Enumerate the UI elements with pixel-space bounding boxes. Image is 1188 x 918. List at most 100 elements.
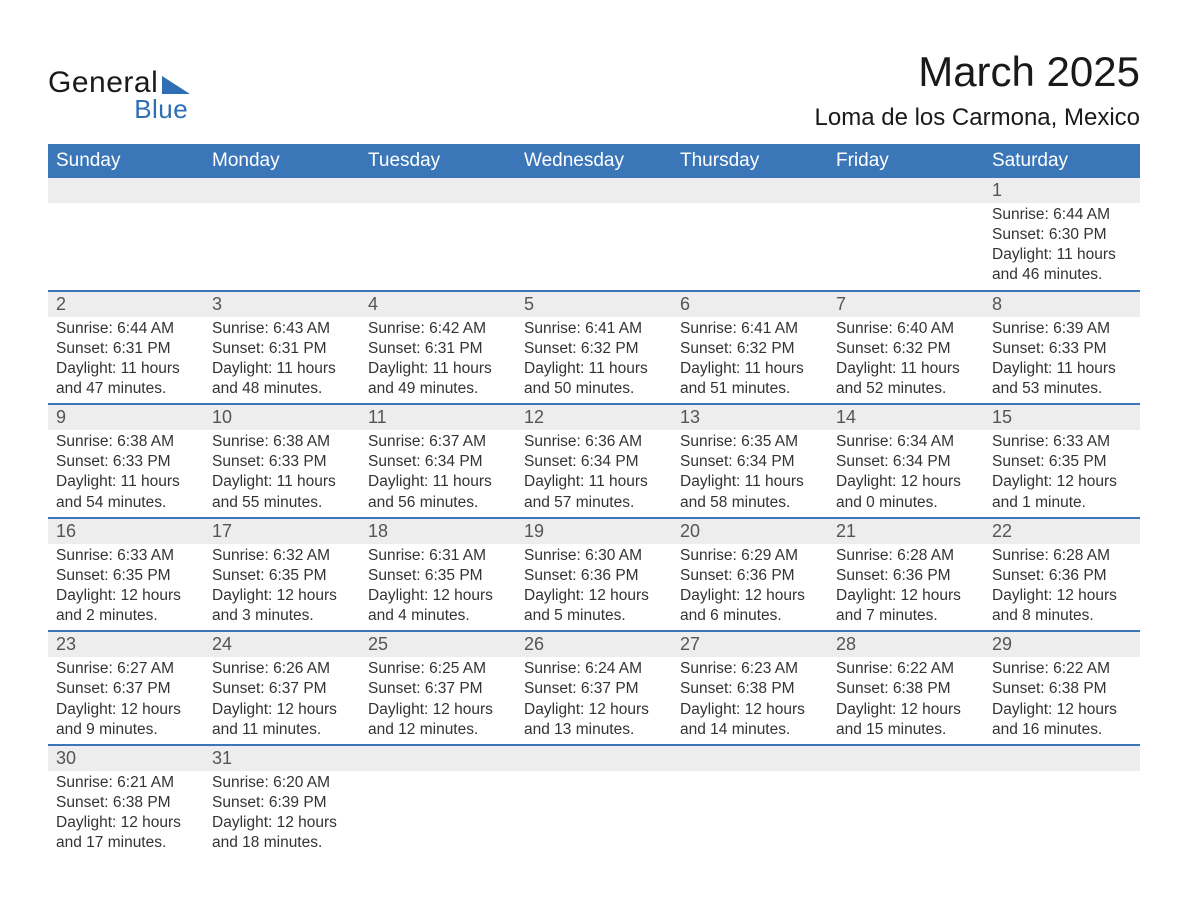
calendar-cell: 5Sunrise: 6:41 AMSunset: 6:32 PMDaylight… [516,291,672,405]
calendar-cell [204,178,360,291]
day-content: Sunrise: 6:27 AMSunset: 6:37 PMDaylight:… [48,657,204,744]
sunrise-line: Sunrise: 6:21 AM [56,773,196,793]
daylight-line: Daylight: 11 hours and 47 minutes. [56,359,196,399]
sunset-line: Sunset: 6:37 PM [524,679,664,699]
calendar-cell: 6Sunrise: 6:41 AMSunset: 6:32 PMDaylight… [672,291,828,405]
daylight-line: Daylight: 11 hours and 50 minutes. [524,359,664,399]
calendar-cell: 10Sunrise: 6:38 AMSunset: 6:33 PMDayligh… [204,404,360,518]
calendar-cell: 24Sunrise: 6:26 AMSunset: 6:37 PMDayligh… [204,631,360,745]
day-number: 13 [672,405,828,430]
sunrise-line: Sunrise: 6:41 AM [524,319,664,339]
day-number: 6 [672,292,828,317]
day-header: Sunday [48,144,204,178]
sunset-line: Sunset: 6:33 PM [212,452,352,472]
calendar-cell [48,178,204,291]
sunset-line: Sunset: 6:35 PM [368,566,508,586]
day-content: Sunrise: 6:33 AMSunset: 6:35 PMDaylight:… [48,544,204,631]
day-number: 15 [984,405,1140,430]
day-number: 26 [516,632,672,657]
calendar-cell: 1Sunrise: 6:44 AMSunset: 6:30 PMDaylight… [984,178,1140,291]
day-number: 2 [48,292,204,317]
day-number: 14 [828,405,984,430]
day-content: Sunrise: 6:26 AMSunset: 6:37 PMDaylight:… [204,657,360,744]
day-content: Sunrise: 6:38 AMSunset: 6:33 PMDaylight:… [48,430,204,517]
calendar-week-row: 2Sunrise: 6:44 AMSunset: 6:31 PMDaylight… [48,291,1140,405]
month-title: March 2025 [815,48,1140,96]
day-number: 19 [516,519,672,544]
sunrise-line: Sunrise: 6:43 AM [212,319,352,339]
daylight-line: Daylight: 12 hours and 11 minutes. [212,700,352,740]
sunset-line: Sunset: 6:36 PM [680,566,820,586]
sunset-line: Sunset: 6:30 PM [992,225,1132,245]
location-subtitle: Loma de los Carmona, Mexico [815,104,1140,132]
sunset-line: Sunset: 6:38 PM [680,679,820,699]
daylight-line: Daylight: 12 hours and 1 minute. [992,472,1132,512]
sunrise-line: Sunrise: 6:38 AM [56,432,196,452]
day-number: 11 [360,405,516,430]
day-content: Sunrise: 6:21 AMSunset: 6:38 PMDaylight:… [48,771,204,858]
calendar-cell: 30Sunrise: 6:21 AMSunset: 6:38 PMDayligh… [48,745,204,858]
sunrise-line: Sunrise: 6:34 AM [836,432,976,452]
title-block: March 2025 Loma de los Carmona, Mexico [815,48,1140,132]
calendar-cell [516,178,672,291]
day-content [516,771,672,849]
day-content [672,203,828,281]
daylight-line: Daylight: 11 hours and 46 minutes. [992,245,1132,285]
sunrise-line: Sunrise: 6:28 AM [992,546,1132,566]
day-number: 4 [360,292,516,317]
calendar-cell: 11Sunrise: 6:37 AMSunset: 6:34 PMDayligh… [360,404,516,518]
daylight-line: Daylight: 12 hours and 17 minutes. [56,813,196,853]
day-content: Sunrise: 6:31 AMSunset: 6:35 PMDaylight:… [360,544,516,631]
sunrise-line: Sunrise: 6:31 AM [368,546,508,566]
daylight-line: Daylight: 11 hours and 55 minutes. [212,472,352,512]
day-number [672,178,828,203]
calendar-cell: 4Sunrise: 6:42 AMSunset: 6:31 PMDaylight… [360,291,516,405]
sunrise-line: Sunrise: 6:41 AM [680,319,820,339]
day-content: Sunrise: 6:22 AMSunset: 6:38 PMDaylight:… [828,657,984,744]
day-content [48,203,204,281]
daylight-line: Daylight: 12 hours and 12 minutes. [368,700,508,740]
day-header: Saturday [984,144,1140,178]
calendar-cell: 17Sunrise: 6:32 AMSunset: 6:35 PMDayligh… [204,518,360,632]
sunrise-line: Sunrise: 6:37 AM [368,432,508,452]
calendar-cell: 13Sunrise: 6:35 AMSunset: 6:34 PMDayligh… [672,404,828,518]
day-content: Sunrise: 6:42 AMSunset: 6:31 PMDaylight:… [360,317,516,404]
calendar-cell: 25Sunrise: 6:25 AMSunset: 6:37 PMDayligh… [360,631,516,745]
sunset-line: Sunset: 6:35 PM [992,452,1132,472]
calendar-cell: 15Sunrise: 6:33 AMSunset: 6:35 PMDayligh… [984,404,1140,518]
sunset-line: Sunset: 6:31 PM [212,339,352,359]
sunset-line: Sunset: 6:34 PM [836,452,976,472]
day-content: Sunrise: 6:35 AMSunset: 6:34 PMDaylight:… [672,430,828,517]
sunset-line: Sunset: 6:37 PM [212,679,352,699]
day-number: 7 [828,292,984,317]
calendar-cell: 2Sunrise: 6:44 AMSunset: 6:31 PMDaylight… [48,291,204,405]
sunrise-line: Sunrise: 6:22 AM [836,659,976,679]
calendar-week-row: 30Sunrise: 6:21 AMSunset: 6:38 PMDayligh… [48,745,1140,858]
calendar-cell [984,745,1140,858]
sunset-line: Sunset: 6:32 PM [524,339,664,359]
day-header: Monday [204,144,360,178]
calendar-cell: 27Sunrise: 6:23 AMSunset: 6:38 PMDayligh… [672,631,828,745]
daylight-line: Daylight: 12 hours and 8 minutes. [992,586,1132,626]
day-content: Sunrise: 6:32 AMSunset: 6:35 PMDaylight:… [204,544,360,631]
sunrise-line: Sunrise: 6:40 AM [836,319,976,339]
sunrise-line: Sunrise: 6:30 AM [524,546,664,566]
daylight-line: Daylight: 12 hours and 16 minutes. [992,700,1132,740]
calendar-cell: 9Sunrise: 6:38 AMSunset: 6:33 PMDaylight… [48,404,204,518]
sunrise-line: Sunrise: 6:25 AM [368,659,508,679]
day-number: 24 [204,632,360,657]
sunrise-line: Sunrise: 6:39 AM [992,319,1132,339]
day-number: 18 [360,519,516,544]
sunrise-line: Sunrise: 6:24 AM [524,659,664,679]
day-number: 20 [672,519,828,544]
calendar-cell [360,178,516,291]
day-number [48,178,204,203]
daylight-line: Daylight: 11 hours and 51 minutes. [680,359,820,399]
sunrise-line: Sunrise: 6:22 AM [992,659,1132,679]
day-content [828,771,984,849]
daylight-line: Daylight: 12 hours and 15 minutes. [836,700,976,740]
calendar-cell [672,178,828,291]
sunrise-line: Sunrise: 6:27 AM [56,659,196,679]
day-content [984,771,1140,849]
day-header-row: SundayMondayTuesdayWednesdayThursdayFrid… [48,144,1140,178]
